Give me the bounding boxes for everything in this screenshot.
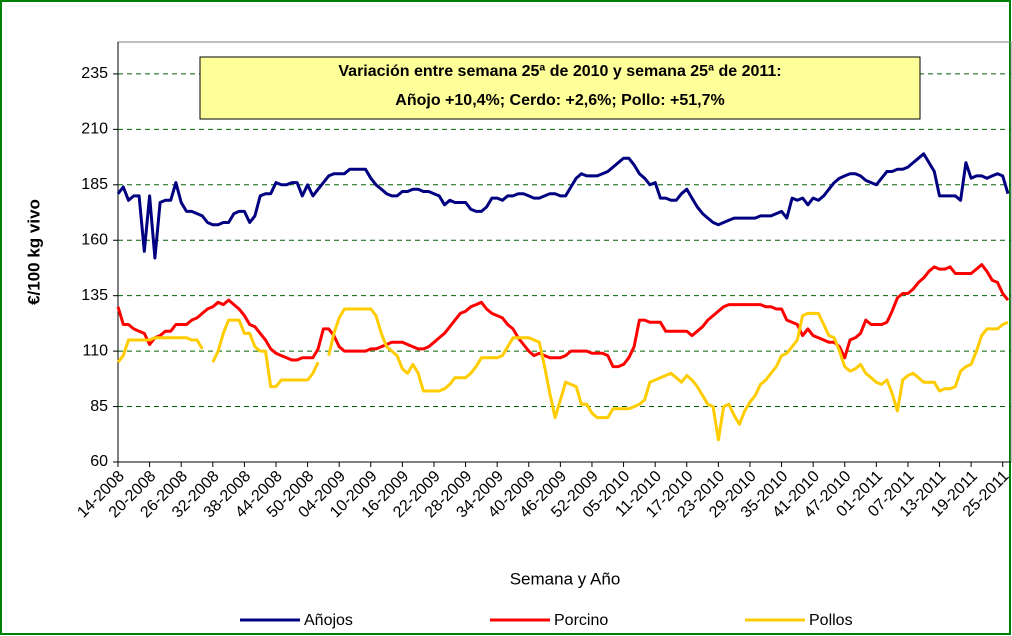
series-line	[116, 263, 1010, 369]
series-line	[211, 318, 320, 389]
legend-label: Pollos	[809, 612, 853, 629]
legend-label: Porcino	[554, 612, 608, 629]
annotation-text: Variación entre semana 25ª de 2010 y sem…	[338, 63, 781, 80]
y-tick-label: 185	[81, 176, 108, 193]
y-tick-label: 160	[81, 231, 108, 248]
annotation-text: Añojo +10,4%; Cerdo: +2,6%; Pollo: +51,7…	[395, 92, 724, 109]
x-axis-title: Semana y Año	[510, 569, 621, 588]
series-line	[116, 152, 1010, 260]
series-line	[116, 336, 204, 364]
y-tick-label: 235	[81, 65, 108, 82]
y-tick-label: 210	[81, 121, 108, 138]
series-line	[327, 307, 1009, 442]
annotation-box	[199, 56, 921, 120]
y-tick-label: 110	[82, 342, 108, 359]
legend-label: Añojos	[304, 612, 353, 629]
y-tick-label: 135	[81, 287, 108, 304]
y-tick-label: 60	[90, 453, 108, 470]
y-tick-label: 85	[90, 398, 108, 415]
y-axis-title: €/100 kg vivo	[24, 199, 43, 305]
